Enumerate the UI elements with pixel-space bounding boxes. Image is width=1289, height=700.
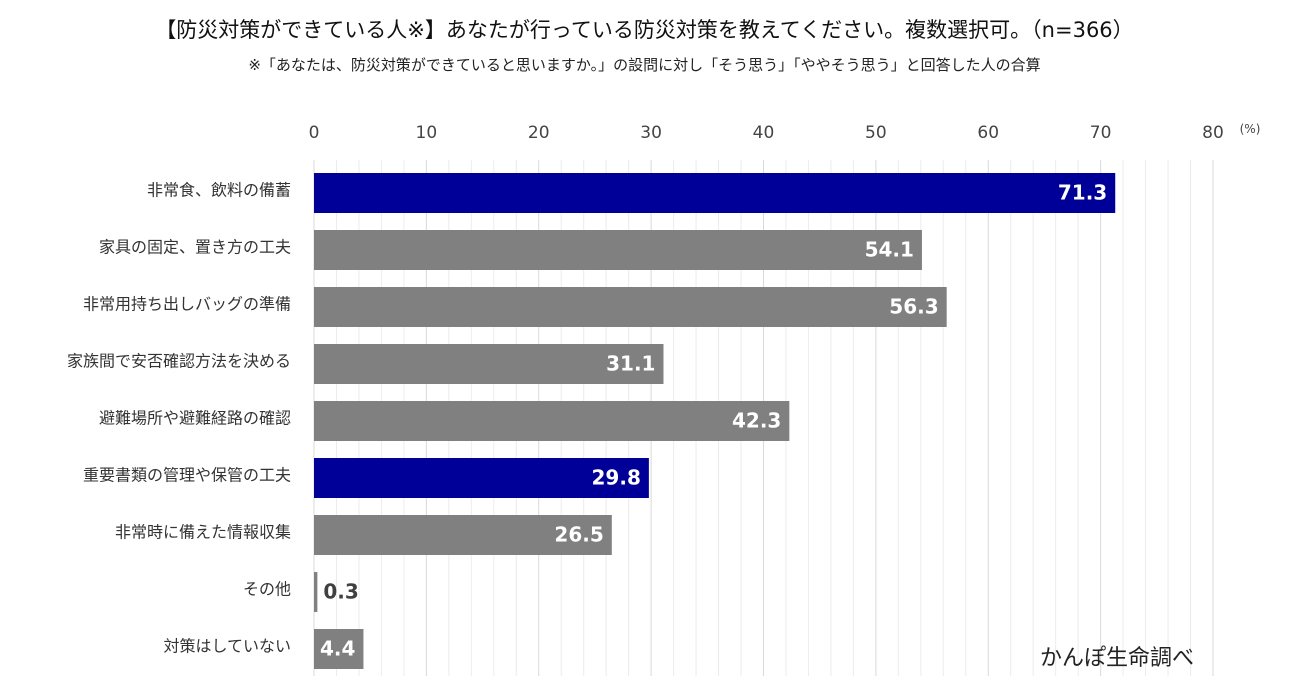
- value-label: 31.1: [606, 352, 655, 376]
- bar: [314, 401, 790, 441]
- bar: [314, 173, 1116, 213]
- chart-title: 【防災対策ができている人※】あなたが行っている防災対策を教えてください。複数選択…: [155, 18, 1134, 42]
- x-tick-label: 0: [309, 123, 320, 143]
- x-tick-label: 30: [640, 123, 662, 143]
- category-label: 重要書類の管理や保管の工夫: [83, 466, 291, 485]
- x-tick-label: 20: [528, 123, 550, 143]
- category-label: 対策はしていない: [163, 637, 291, 656]
- value-label: 42.3: [732, 409, 781, 433]
- bar: [314, 629, 364, 669]
- x-unit-label: (%): [1240, 122, 1261, 136]
- value-label: 54.1: [865, 238, 914, 262]
- value-label: 71.3: [1058, 181, 1107, 205]
- bar: [314, 344, 664, 384]
- category-label: 非常食、飲料の備蓄: [147, 181, 291, 200]
- x-tick-label: 70: [1090, 123, 1112, 143]
- category-label: 非常時に備えた情報収集: [115, 523, 291, 542]
- x-tick-label: 10: [416, 123, 438, 143]
- value-label: 29.8: [592, 466, 641, 490]
- value-label: 26.5: [554, 523, 603, 547]
- value-label: 0.3: [323, 580, 358, 604]
- x-tick-label: 50: [865, 123, 887, 143]
- source-credit: かんぽ生命調べ: [1040, 646, 1195, 671]
- value-label: 4.4: [320, 637, 355, 661]
- bar: [314, 230, 922, 270]
- category-label: 非常用持ち出しバッグの準備: [83, 295, 291, 314]
- category-label: 避難場所や避難経路の確認: [99, 409, 291, 428]
- bar: [314, 458, 649, 498]
- bar: [314, 572, 318, 612]
- chart-subtitle: ※「あなたは、防災対策ができていると思いますか。」の設問に対し「そう思う」「やや…: [248, 56, 1041, 74]
- bar: [314, 287, 947, 327]
- bar: [314, 515, 612, 555]
- x-tick-label: 40: [753, 123, 775, 143]
- category-label: 家族間で安否確認方法を決める: [67, 352, 291, 371]
- x-tick-label: 60: [977, 123, 999, 143]
- category-label: その他: [243, 580, 291, 599]
- category-label: 家具の固定、置き方の工夫: [99, 238, 291, 257]
- value-label: 56.3: [889, 295, 938, 319]
- x-tick-label: 80: [1202, 123, 1224, 143]
